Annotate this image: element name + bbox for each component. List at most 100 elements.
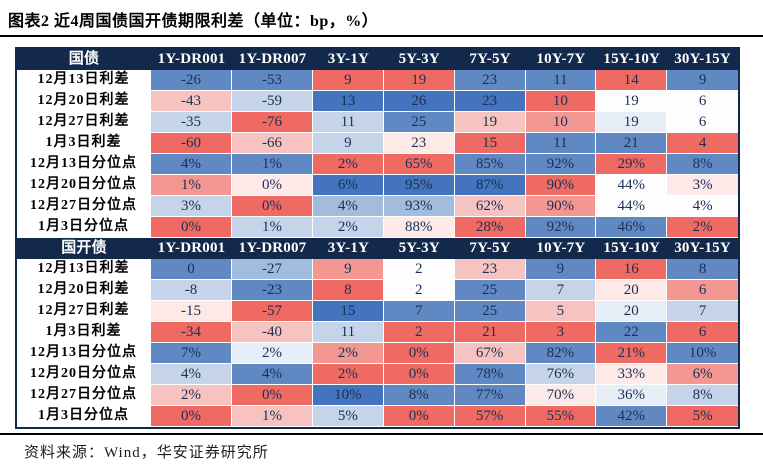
column-header: 1Y-DR007	[238, 240, 307, 256]
value-cell: 0%	[383, 343, 455, 364]
table-row: 12月27日利差 -15 -57 15 7 25 5 20 7	[17, 301, 738, 322]
value-cell: -40	[232, 322, 313, 343]
value-cell: 82%	[525, 343, 597, 364]
value-cell: 1%	[232, 217, 313, 238]
table-row: 12月13日利差 -26 -53 9 19 23 11 14 9	[17, 70, 738, 91]
value-cell: 11	[525, 70, 597, 91]
column-header: 1Y-DR007	[238, 51, 307, 67]
value-cell: 0%	[232, 175, 313, 196]
value-cell: 6%	[313, 175, 384, 196]
value-cell: -23	[232, 280, 313, 301]
value-cell: 15	[313, 301, 384, 322]
value-cell: 23	[383, 133, 455, 154]
value-cell: 92%	[525, 154, 597, 175]
table-row: 12月20日利差 -8 -23 8 2 25 7 20 6	[17, 280, 738, 301]
value-cell: 9	[313, 70, 384, 91]
value-cell: -15	[151, 301, 232, 322]
value-cell: 22	[596, 322, 668, 343]
value-cell: 8	[313, 280, 384, 301]
section-header-row: 国债 1Y-DR001 1Y-DR007 3Y-1Y 5Y-3Y 7Y-5Y 10Y-7Y 1…	[17, 49, 738, 70]
value-cell: 8%	[667, 154, 738, 175]
value-cell: 10	[525, 91, 597, 112]
value-cell: 76%	[525, 364, 597, 385]
column-header: 15Y-10Y	[603, 51, 661, 67]
value-cell: -35	[151, 112, 232, 133]
value-cell: 21	[454, 322, 526, 343]
value-cell: 14	[596, 70, 668, 91]
row-label: 12月27日分位点	[17, 196, 151, 217]
row-label: 12月20日利差	[17, 91, 151, 112]
row-label: 1月3日利差	[17, 322, 151, 343]
column-header: 15Y-10Y	[603, 240, 661, 256]
value-cell: 26	[383, 91, 455, 112]
value-cell: -34	[151, 322, 232, 343]
value-cell: 92%	[525, 217, 597, 238]
column-header: 5Y-3Y	[398, 240, 440, 256]
row-label: 12月13日利差	[17, 70, 151, 91]
value-cell: 2%	[313, 343, 384, 364]
value-cell: -57	[232, 301, 313, 322]
value-cell: 88%	[383, 217, 455, 238]
title-divider	[0, 35, 763, 37]
value-cell: 29%	[596, 154, 668, 175]
value-cell: 16	[596, 259, 668, 280]
value-cell: 4%	[667, 196, 738, 217]
value-cell: 15	[454, 133, 526, 154]
value-cell: 19	[383, 70, 455, 91]
value-cell: 23	[454, 259, 526, 280]
value-cell: 11	[313, 322, 384, 343]
value-cell: 11	[525, 133, 597, 154]
value-cell: 8%	[383, 385, 455, 406]
value-cell: 2	[383, 280, 455, 301]
section-header-row: 国开债 1Y-DR001 1Y-DR007 3Y-1Y 5Y-3Y 7Y-5Y 10Y-7Y…	[17, 238, 738, 259]
table-row: 12月27日分位点 3% 0% 4% 93% 62% 90% 44% 4%	[17, 196, 738, 217]
table-row: 1月3日分位点 0% 1% 2% 88% 28% 92% 46% 2%	[17, 217, 738, 238]
value-cell: 21	[596, 133, 668, 154]
value-cell: 2%	[313, 154, 384, 175]
value-cell: 7	[525, 280, 597, 301]
value-cell: 57%	[454, 406, 526, 427]
row-label: 12月27日利差	[17, 112, 151, 133]
value-cell: 4%	[232, 364, 313, 385]
row-label: 12月20日利差	[17, 280, 151, 301]
value-cell: 33%	[596, 364, 668, 385]
value-cell: 7%	[151, 343, 232, 364]
table-row: 12月20日分位点 1% 0% 6% 95% 87% 90% 44% 3%	[17, 175, 738, 196]
column-header: 10Y-7Y	[536, 51, 586, 67]
value-cell: 5%	[313, 406, 384, 427]
value-cell: 93%	[383, 196, 455, 217]
value-cell: 2%	[667, 217, 738, 238]
value-cell: 2%	[313, 217, 384, 238]
value-cell: 67%	[454, 343, 526, 364]
value-cell: 46%	[596, 217, 668, 238]
value-cell: -60	[151, 133, 232, 154]
value-cell: 2%	[313, 364, 384, 385]
value-cell: 0%	[151, 217, 232, 238]
value-cell: 6	[667, 322, 738, 343]
value-cell: 9	[313, 133, 384, 154]
value-cell: -59	[232, 91, 313, 112]
value-cell: 6%	[667, 364, 738, 385]
column-header: 3Y-1Y	[327, 51, 370, 67]
value-cell: 4%	[151, 364, 232, 385]
value-cell: 11	[313, 112, 384, 133]
column-header: 30Y-15Y	[674, 240, 731, 256]
column-header: 3Y-1Y	[327, 240, 370, 256]
table-row: 12月13日分位点 4% 1% 2% 65% 85% 92% 29% 8%	[17, 154, 738, 175]
column-header: 5Y-3Y	[398, 51, 440, 67]
column-header: 30Y-15Y	[674, 51, 731, 67]
value-cell: 7	[667, 301, 738, 322]
value-cell: 25	[383, 112, 455, 133]
value-cell: -26	[151, 70, 232, 91]
value-cell: 5	[525, 301, 597, 322]
value-cell: 4	[667, 133, 738, 154]
value-cell: 42%	[596, 406, 668, 427]
value-cell: 0%	[232, 196, 313, 217]
value-cell: 77%	[454, 385, 526, 406]
value-cell: 9	[313, 259, 384, 280]
table-row: 12月27日分位点 2% 0% 10% 8% 77% 70% 36% 8%	[17, 385, 738, 406]
value-cell: 4%	[313, 196, 384, 217]
value-cell: 6	[667, 280, 738, 301]
value-cell: 10%	[313, 385, 384, 406]
table-row: 12月27日利差 -35 -76 11 25 19 10 19 6	[17, 112, 738, 133]
